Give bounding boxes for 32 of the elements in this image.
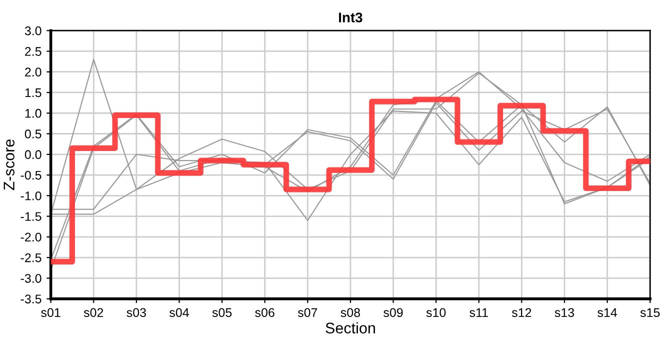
y-tick-label: 3.0 [24, 26, 42, 36]
y-tick-label: 2.0 [25, 68, 42, 77]
x-tick-label: s14 [598, 308, 618, 318]
y-tick-label: 1.0 [25, 108, 42, 118]
y-axis-title: Z-score [4, 139, 14, 190]
y-tick-label: -1.5 [20, 212, 42, 221]
y-tick-label: -3.0 [20, 274, 42, 283]
x-tick-label: s02 [84, 308, 104, 318]
chart-title: Int3 [339, 12, 362, 22]
y-tick-label: 1.5 [25, 88, 42, 98]
y-tick-label: 0.5 [24, 130, 42, 138]
x-tick-label: s05 [212, 308, 232, 318]
y-tick-label: -1.0 [20, 191, 42, 200]
x-tick-label: s03 [126, 308, 146, 318]
x-tick-label: s10 [426, 308, 446, 318]
x-tick-label: s08 [340, 308, 360, 318]
x-tick-label: s15 [640, 308, 660, 318]
x-axis-title: Section [326, 322, 375, 334]
y-tick-label: 2.5 [25, 47, 42, 56]
y-tick-label: -2.0 [20, 232, 42, 242]
y-tick-label: -2.5 [20, 253, 42, 262]
x-tick-label: s07 [298, 308, 318, 318]
x-tick-label: s13 [554, 308, 574, 318]
y-tick-label: -0.5 [20, 170, 42, 180]
x-tick-label: s12 [512, 308, 532, 318]
x-tick-label: s06 [255, 308, 274, 318]
y-tick-label: 0.0 [24, 150, 42, 160]
x-tick-label: s11 [470, 308, 488, 318]
x-tick-label: s01 [41, 308, 60, 318]
y-tick-label: -3.5 [20, 294, 42, 304]
x-tick-label: s04 [170, 308, 189, 318]
x-tick-label: s09 [384, 308, 403, 318]
